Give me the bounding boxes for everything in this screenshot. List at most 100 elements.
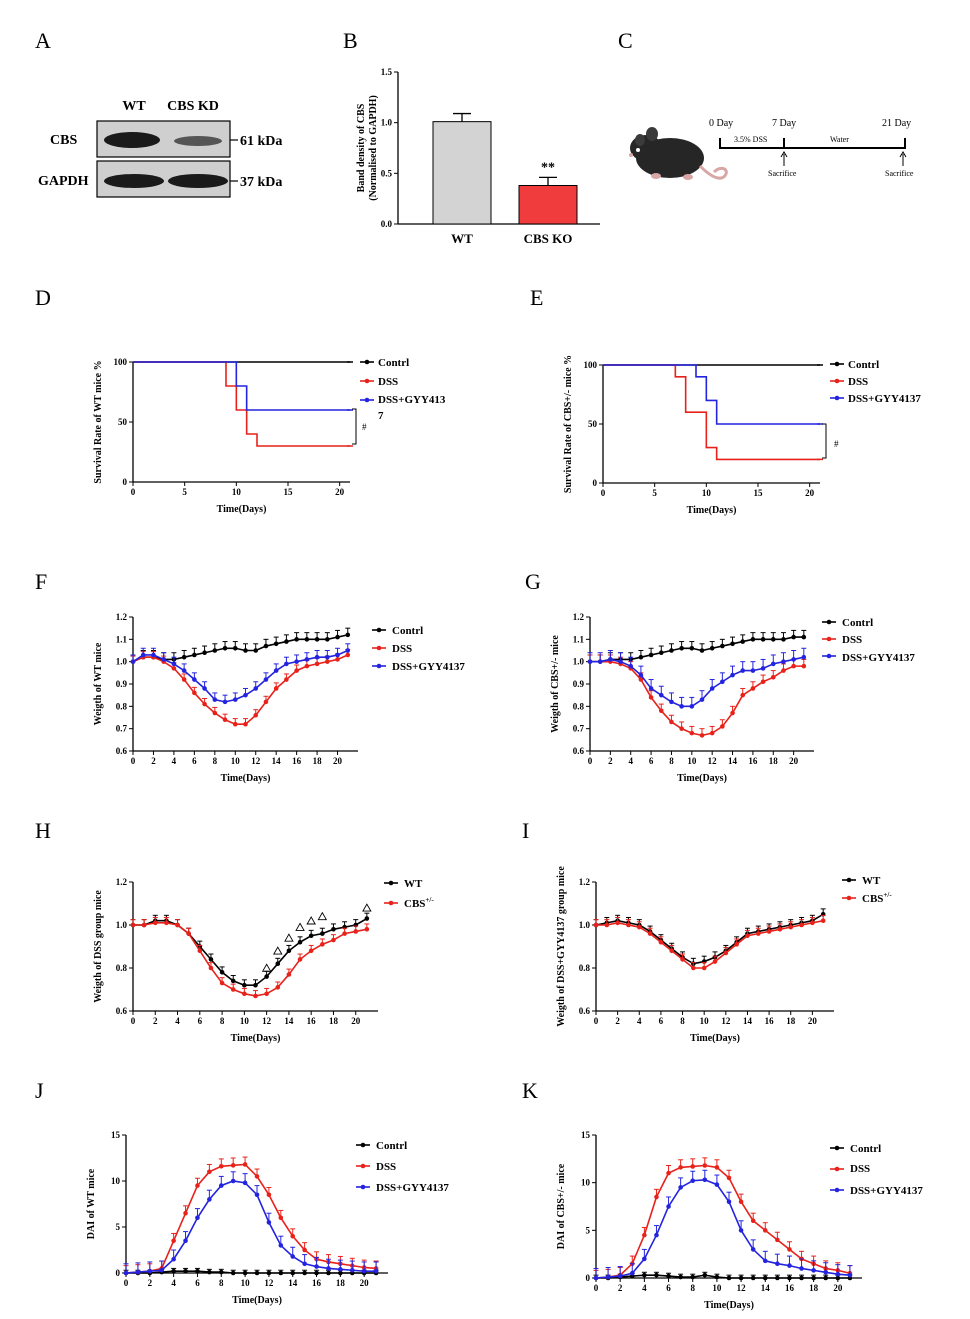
data-point: [811, 1275, 816, 1281]
y-tick-label: 0.9: [116, 679, 128, 689]
data-point: [152, 920, 158, 926]
data-point: [186, 931, 191, 936]
y-tick-label: 0.7: [116, 724, 128, 734]
y-tick-label: 100: [114, 357, 128, 367]
data-point: [325, 659, 330, 664]
y-axis-label: Band density of CBS: [356, 103, 367, 192]
x-tick-label: 18: [809, 1283, 819, 1293]
data-point: [679, 645, 684, 651]
series-line-dss: [125, 1163, 377, 1274]
x-tick-label: 18: [329, 1016, 339, 1026]
data-point: [699, 648, 705, 653]
data-point: [230, 978, 236, 984]
y-tick-label: 0.6: [579, 1006, 591, 1016]
data-point: [253, 712, 259, 718]
data-point: [791, 634, 796, 640]
timeline-dss: 3.5% DSS: [734, 135, 767, 144]
data-point: [202, 701, 207, 707]
data-point: [232, 721, 238, 727]
data-point: [638, 654, 644, 660]
x-tick-label: 20: [833, 1283, 843, 1293]
legend-wt: WT: [862, 875, 881, 887]
blot-band-cbs-kd: [174, 136, 222, 146]
x-tick-label: 4: [172, 756, 177, 766]
data-point: [273, 641, 279, 647]
x-tick-label: 2: [151, 756, 156, 766]
legend-dss-gyy: DSS+GYY4137: [842, 652, 915, 664]
x-tick-label: 16: [312, 1278, 322, 1288]
data-point: [690, 1164, 696, 1169]
data-point: [654, 1272, 659, 1278]
series-line-contrl: [126, 1270, 377, 1274]
bar-chart-band-density: Band density of CBS (Normalised to GAPDH…: [356, 67, 600, 246]
data-point: [714, 1165, 720, 1170]
data-point: [302, 1247, 307, 1253]
data-point: [648, 652, 654, 658]
data-point: [669, 699, 674, 705]
x-tick-label: 20: [789, 756, 799, 766]
bar-cbs-ko: [518, 184, 578, 225]
x-tick-label: 2: [608, 756, 613, 766]
timeline-water: Water: [830, 135, 849, 144]
x-axis-label: Time(Days): [690, 1033, 740, 1044]
x-tick-label: 4: [175, 1016, 180, 1026]
data-point: [335, 652, 340, 658]
legend-wt: WT: [404, 878, 423, 890]
data-point: [207, 1269, 212, 1275]
y-axis-label: DAI of CBS+/- mice: [556, 1163, 567, 1249]
data-point: [254, 1174, 260, 1179]
legend-cbs-text: CBS: [862, 893, 883, 905]
x-tick-label: 14: [743, 1016, 753, 1026]
timeline-day0: 0 Day: [709, 118, 733, 129]
y-tick-label: 1.0: [381, 118, 393, 128]
data-point: [219, 970, 225, 975]
data-point: [273, 686, 279, 691]
x-tick-label: 16: [748, 756, 758, 766]
x-tick-label: 0: [588, 756, 593, 766]
x-tick-label: 16: [307, 1016, 317, 1026]
series-line-dss: [603, 364, 820, 461]
legend-dss-gyy: DSS+GYY413: [378, 394, 446, 406]
data-point: [678, 1165, 683, 1170]
data-point: [212, 648, 218, 653]
data-point: [338, 1270, 343, 1276]
x-tick-label: 20: [333, 756, 343, 766]
legend-marker: [364, 397, 370, 403]
y-tick-label: 1.5: [381, 67, 393, 77]
data-point: [766, 929, 772, 934]
y-tick-label: 1.1: [573, 634, 585, 644]
western-blot: WT CBS KD CBS GAPDH 61 kDa 37 kDa: [38, 99, 282, 198]
legend-dss-gyy: DSS+GYY4137: [850, 1185, 923, 1197]
data-point: [823, 1275, 829, 1281]
data-point: [762, 1228, 768, 1233]
legend-marker: [388, 880, 394, 886]
data-point: [242, 1162, 248, 1167]
data-point: [740, 668, 746, 673]
data-point: [801, 654, 807, 660]
y-axis-label: (Normalised to GAPDH): [368, 95, 379, 201]
data-point: [597, 659, 603, 664]
series-line-cbs-: [133, 922, 368, 997]
data-point: [678, 1274, 683, 1280]
x-tick-label: 6: [195, 1278, 200, 1288]
data-point: [242, 991, 247, 997]
blot-band-gapdh-kd: [168, 174, 228, 188]
data-point: [720, 643, 725, 649]
data-point: [689, 730, 695, 736]
data-point: [183, 1268, 188, 1274]
data-point: [208, 957, 214, 962]
data-point: [222, 699, 228, 705]
data-point: [689, 704, 695, 709]
y-tick-label: 100: [584, 360, 598, 370]
x-tick-label: 10: [700, 1016, 710, 1026]
y-tick-label: 0.8: [116, 701, 128, 711]
legend-cbs-text: CBS: [404, 898, 425, 910]
data-point: [730, 641, 735, 647]
y-tick-label: 0.7: [573, 724, 585, 734]
y-tick-label: 0: [586, 1273, 591, 1283]
data-point: [638, 672, 644, 678]
data-point: [335, 634, 340, 640]
data-point: [709, 686, 715, 691]
data-point: [364, 916, 370, 921]
